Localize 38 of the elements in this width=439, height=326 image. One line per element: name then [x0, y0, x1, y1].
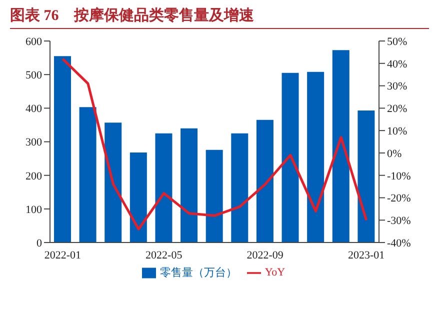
bar	[104, 122, 122, 243]
y-tick-label: 200	[26, 170, 42, 182]
bar	[256, 120, 274, 243]
bar	[332, 50, 350, 243]
x-tick-label: 2023-01	[348, 249, 385, 262]
bar	[130, 152, 147, 243]
y2-tick-label: 40%	[387, 58, 408, 70]
y2-tick-label: -20%	[387, 192, 411, 205]
bar	[206, 150, 223, 243]
bar	[307, 72, 324, 243]
y2-tick-label: -30%	[387, 215, 411, 228]
bar	[231, 133, 248, 243]
y2-tick-label: -10%	[387, 170, 411, 182]
legend-label: 零售量（万台）	[160, 266, 237, 279]
x-tick-label: 2022-01	[44, 249, 81, 262]
bar	[155, 133, 172, 243]
y-tick-label: 400	[26, 103, 42, 116]
bar	[180, 128, 198, 243]
y2-tick-label: 50%	[387, 36, 408, 48]
x-tick-label: 2022-05	[146, 249, 183, 262]
chart-title: 图表 76 按摩保健品类零售量及增速	[10, 6, 429, 29]
y-tick-label: 0	[36, 237, 42, 250]
y2-tick-label: 30%	[387, 80, 408, 93]
bar	[282, 72, 299, 243]
bar	[358, 110, 375, 243]
y-tick-label: 500	[26, 69, 42, 82]
y-tick-label: 300	[26, 136, 42, 149]
line-series	[61, 58, 368, 230]
y2-tick-label: -40%	[387, 237, 411, 250]
y-tick-label: 600	[26, 36, 42, 48]
y2-tick-label: 0%	[387, 148, 402, 160]
x-tick-label: 2022-09	[246, 249, 284, 262]
y-tick-label: 100	[26, 204, 42, 216]
y2-tick-label: 10%	[387, 125, 408, 138]
y2-tick-label: 20%	[387, 103, 408, 116]
bar	[54, 56, 71, 243]
legend-label: YoY	[264, 266, 286, 279]
bar	[79, 107, 96, 243]
